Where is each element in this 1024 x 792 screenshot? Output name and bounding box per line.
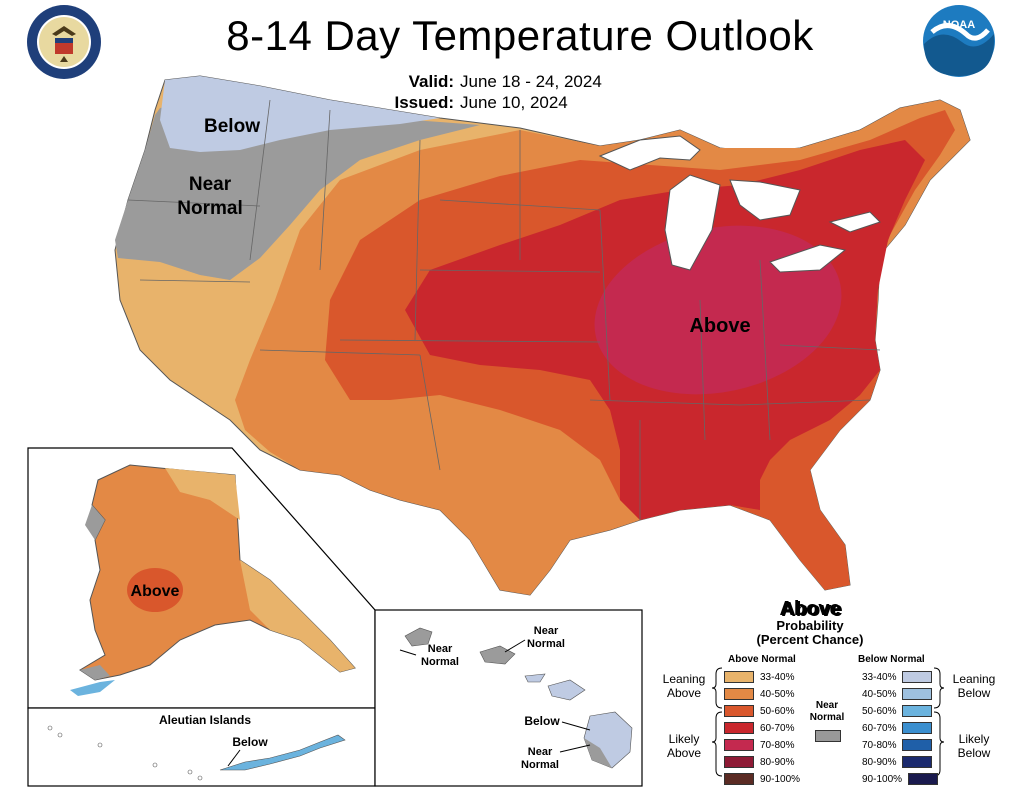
great-lakes bbox=[598, 135, 881, 273]
legend-above-head: Above Normal bbox=[728, 654, 796, 665]
commerce-seal-logo bbox=[27, 5, 101, 79]
legend-row-above-3: 60-70% bbox=[724, 721, 800, 735]
legend-row-label: 40-50% bbox=[760, 688, 795, 700]
hawaii-below: Below bbox=[524, 714, 560, 728]
legend-leaning-above: Leaning Above bbox=[662, 672, 706, 700]
region-below bbox=[160, 76, 440, 152]
aleutian-title: Aleutian Islands bbox=[159, 713, 251, 727]
legend-row-above-2: 50-60% bbox=[724, 704, 800, 718]
legend-below-head: Below Normal bbox=[858, 654, 925, 665]
legend-swatch bbox=[902, 671, 933, 683]
label-near-normal-nw-1: Near bbox=[189, 174, 232, 195]
legend-swatch bbox=[724, 688, 754, 700]
noaa-logo: NOAA bbox=[923, 5, 995, 77]
label-above-south: Above bbox=[781, 599, 842, 621]
legend-row-label: 60-70% bbox=[862, 722, 897, 734]
hawaii-near1-a: Near bbox=[428, 643, 453, 655]
legend-row-below-1: 40-50% bbox=[856, 687, 933, 701]
state-boundaries bbox=[127, 99, 881, 520]
legend-row-below-5: 80-90% bbox=[856, 755, 933, 769]
hawaii-maui bbox=[524, 673, 586, 701]
legend-row-below-3: 60-70% bbox=[856, 721, 933, 735]
legend-row-above-0: 33-40% bbox=[724, 670, 800, 684]
legend-swatch bbox=[724, 773, 754, 785]
label-below-nw: Below bbox=[204, 116, 260, 137]
legend-row-above-5: 80-90% bbox=[724, 755, 800, 769]
legend-row-label: 90-100% bbox=[760, 773, 801, 785]
legend-swatch bbox=[724, 756, 754, 768]
alaska-above-50-60 bbox=[127, 568, 183, 612]
legend-braces bbox=[711, 667, 945, 777]
legend-swatch bbox=[902, 705, 933, 717]
hawaii-oahu bbox=[479, 645, 516, 665]
legend-swatch bbox=[902, 688, 933, 700]
legend-row-label: 50-60% bbox=[862, 705, 897, 717]
legend-row-label: 33-40% bbox=[862, 671, 897, 683]
label-above-midwest: Above bbox=[689, 315, 750, 337]
legend-near-normal-swatch bbox=[815, 730, 841, 742]
legend-row-label: 80-90% bbox=[862, 756, 897, 768]
hawaii-near2-b: Normal bbox=[527, 638, 565, 650]
label-near-normal-nw-2: Normal bbox=[177, 198, 242, 219]
page-title: 8-14 Day Temperature Outlook bbox=[226, 12, 814, 59]
hawaii-kauai bbox=[404, 627, 433, 647]
legend-subtitle-2: (Percent Chance) bbox=[756, 632, 864, 647]
legend-swatch bbox=[902, 722, 933, 734]
legend-row-below-6: 90-100% bbox=[856, 772, 939, 786]
valid-dates: Valid: June 18 - 24, 2024 bbox=[408, 72, 602, 91]
legend-swatch bbox=[724, 739, 754, 751]
legend-swatch bbox=[724, 705, 754, 717]
legend-row-above-6: 90-100% bbox=[724, 772, 806, 786]
label-above-alaska: Above bbox=[131, 583, 180, 600]
aleutian-islands bbox=[219, 734, 346, 771]
legend-row-label: 40-50% bbox=[862, 688, 897, 700]
legend-subtitle-1: Probability bbox=[776, 618, 844, 633]
legend-row-below-2: 50-60% bbox=[856, 704, 933, 718]
legend-row-label: 50-60% bbox=[760, 705, 795, 717]
legend-swatch bbox=[908, 773, 939, 785]
hawaii-near2-a: Near bbox=[534, 625, 559, 637]
legend-swatch bbox=[902, 739, 933, 751]
legend-swatch bbox=[724, 722, 754, 734]
alaska-above-33-40 bbox=[165, 468, 355, 672]
legend-swatch bbox=[902, 756, 933, 768]
legend-row-label: 90-100% bbox=[862, 773, 903, 785]
legend-row-above-4: 70-80% bbox=[724, 738, 800, 752]
hawaii-near1-b: Normal bbox=[421, 656, 459, 668]
hawaii-big-island-near bbox=[584, 738, 612, 768]
svg-text:NOAA: NOAA bbox=[943, 19, 975, 31]
hawaii-near3-a: Near bbox=[528, 746, 553, 758]
legend-row-label: 70-80% bbox=[862, 739, 897, 751]
legend-title: Above bbox=[779, 598, 841, 620]
legend-row-label: 60-70% bbox=[760, 722, 795, 734]
alaska-near-normal bbox=[80, 505, 110, 680]
aleutian-below-label: Below bbox=[232, 735, 268, 749]
aleutian-small-islands bbox=[47, 725, 203, 781]
legend-leaning-below: Leaning Below bbox=[952, 672, 996, 700]
legend-row-below-4: 70-80% bbox=[856, 738, 933, 752]
legend-row-label: 70-80% bbox=[760, 739, 795, 751]
legend-likely-below: Likely Below bbox=[957, 732, 991, 760]
legend-row-label: 33-40% bbox=[760, 671, 795, 683]
legend-likely-above: Likely Above bbox=[666, 732, 702, 760]
legend-swatch bbox=[724, 671, 754, 683]
issued-date: Issued: June 10, 2024 bbox=[394, 93, 568, 112]
legend-row-above-1: 40-50% bbox=[724, 687, 800, 701]
alaska-below-islands bbox=[70, 680, 115, 696]
legend-near-normal: Near Normal bbox=[809, 700, 845, 723]
hawaii-near3-b: Normal bbox=[521, 759, 559, 771]
legend-row-below-0: 33-40% bbox=[856, 670, 933, 684]
legend-row-label: 80-90% bbox=[760, 756, 795, 768]
